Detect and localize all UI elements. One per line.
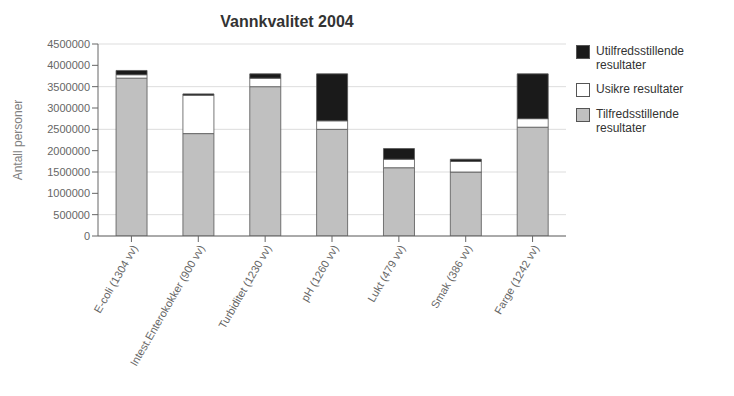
html-text:Usikre resultater: Usikre resultater <box>596 82 684 96</box>
html-text:resultater: resultater <box>596 121 646 135</box>
svg-text:1500000: 1500000 <box>47 166 90 178</box>
svg-text:0: 0 <box>84 230 90 242</box>
svg-text:3000000: 3000000 <box>47 102 90 114</box>
html-text:resultater: resultater <box>596 58 646 72</box>
svg-text:pH (1260 vv): pH (1260 vv) <box>299 243 341 304</box>
svg-text:E-coli (1304 vv): E-coli (1304 vv) <box>91 243 140 315</box>
svg-text:500000: 500000 <box>53 209 90 221</box>
html-text:Tilfredsstillende: Tilfredsstillende <box>596 107 679 121</box>
svg-text:3500000: 3500000 <box>47 81 90 93</box>
svg-text:Antall personer: Antall personer <box>11 100 25 181</box>
svg-text:1000000: 1000000 <box>47 187 90 199</box>
svg-text:2500000: 2500000 <box>47 123 90 135</box>
svg-text:Turbiditet (1230 vv): Turbiditet (1230 vv) <box>216 243 274 331</box>
svg-text:2000000: 2000000 <box>47 145 90 157</box>
svg-text:Intest.Enterokokker (900 vv): Intest.Enterokokker (900 vv) <box>128 243 207 368</box>
html-text:Utilfredsstillende: Utilfredsstillende <box>596 44 684 58</box>
svg-text:Farge (1242 vv): Farge (1242 vv) <box>492 243 541 316</box>
svg-text:Smak (386 vv): Smak (386 vv) <box>428 243 474 310</box>
svg-text:4000000: 4000000 <box>47 59 90 71</box>
svg-text:Lukt (479 vv): Lukt (479 vv) <box>365 243 407 304</box>
svg-text:4500000: 4500000 <box>47 38 90 50</box>
html-text:Vannkvalitet 2004: Vannkvalitet 2004 <box>220 13 354 30</box>
